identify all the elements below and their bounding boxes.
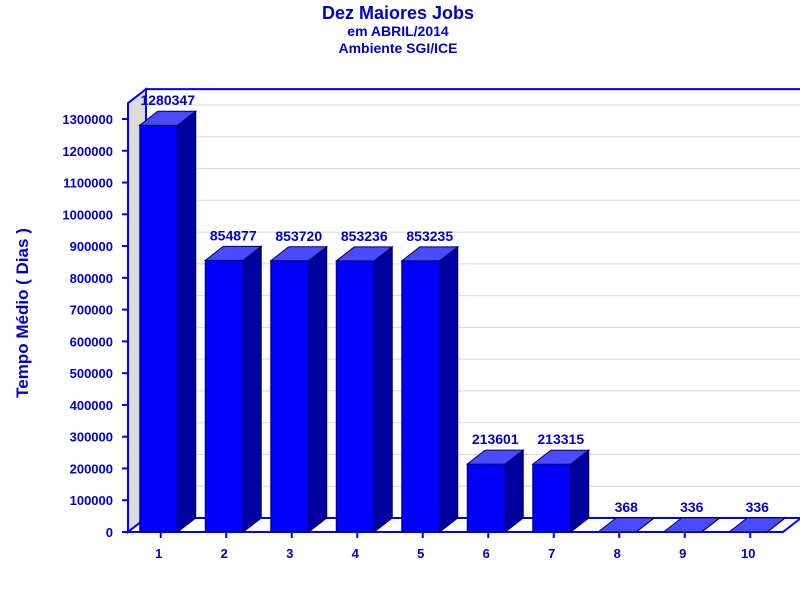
data-label: 1280347 xyxy=(140,92,195,108)
bar-group xyxy=(662,516,722,534)
x-tick-label: 6 xyxy=(483,546,490,561)
x-tick-label: 3 xyxy=(286,546,293,561)
data-label: 853236 xyxy=(341,228,388,244)
bar xyxy=(401,260,441,533)
bar-group xyxy=(138,110,198,534)
data-label: 213315 xyxy=(537,431,584,447)
x-tick-label: 1 xyxy=(155,546,162,561)
y-tick-label: 0 xyxy=(106,525,113,540)
x-tick-label: 9 xyxy=(679,546,686,561)
data-label: 336 xyxy=(680,499,704,515)
y-axis-label: Tempo Médio ( Dias ) xyxy=(13,228,32,398)
y-tick-label: 200000 xyxy=(70,461,113,476)
y-tick-label: 300000 xyxy=(70,430,113,445)
bar-group xyxy=(400,245,460,534)
chart-subtitle-line-2: Ambiente SGI/ICE xyxy=(338,40,457,56)
y-tick-label: 1000000 xyxy=(62,207,113,222)
data-label: 853235 xyxy=(406,228,453,244)
bar-side xyxy=(308,245,328,534)
bar xyxy=(532,463,572,533)
bar-group xyxy=(727,516,787,534)
bar xyxy=(139,124,179,533)
y-tick-label: 900000 xyxy=(70,239,113,254)
bar-side xyxy=(570,449,590,534)
bar-side xyxy=(439,245,459,534)
y-tick-label: 1100000 xyxy=(63,176,113,191)
y-tick-label: 700000 xyxy=(70,303,113,318)
bar-side xyxy=(701,516,721,534)
bar-group xyxy=(465,449,525,534)
bar-group xyxy=(269,245,329,534)
y-tick-label: 1300000 xyxy=(62,112,113,127)
chart-title: Dez Maiores Jobs xyxy=(322,3,474,23)
x-tick-label: 7 xyxy=(548,546,555,561)
data-label: 213601 xyxy=(472,431,519,447)
bar-group xyxy=(203,245,263,534)
y-tick-label: 1200000 xyxy=(62,144,113,159)
x-tick-label: 10 xyxy=(741,546,755,561)
data-label: 854877 xyxy=(210,227,257,243)
bar-side xyxy=(766,516,786,534)
y-tick-label: 600000 xyxy=(70,334,113,349)
data-label: 336 xyxy=(746,499,770,515)
x-tick-label: 8 xyxy=(614,546,621,561)
bar-side xyxy=(373,245,393,534)
bar-side xyxy=(242,245,262,534)
bar-side xyxy=(177,110,197,534)
x-tick-label: 4 xyxy=(352,546,360,561)
y-tick-label: 400000 xyxy=(70,398,113,413)
bar-group xyxy=(596,516,656,534)
x-tick-label: 5 xyxy=(417,546,424,561)
bar-group xyxy=(531,449,591,534)
bar-group xyxy=(334,245,394,534)
plot-area: 0 100000 200000 300000 400000 500000 600000 700… xyxy=(62,87,800,561)
data-label: 853720 xyxy=(275,228,322,244)
y-tick-label: 100000 xyxy=(70,493,113,508)
chart-subtitle-line-1: em ABRIL/2014 xyxy=(347,23,449,39)
x-tick-label: 2 xyxy=(221,546,228,561)
bar-side xyxy=(504,449,524,534)
data-label: 368 xyxy=(615,499,639,515)
bar xyxy=(466,463,506,533)
y-tick-label: 500000 xyxy=(70,366,113,381)
bar-side xyxy=(635,516,655,534)
y-tick-label: 800000 xyxy=(70,271,113,286)
bar xyxy=(335,260,375,533)
bar xyxy=(270,260,310,533)
bar xyxy=(204,259,244,533)
